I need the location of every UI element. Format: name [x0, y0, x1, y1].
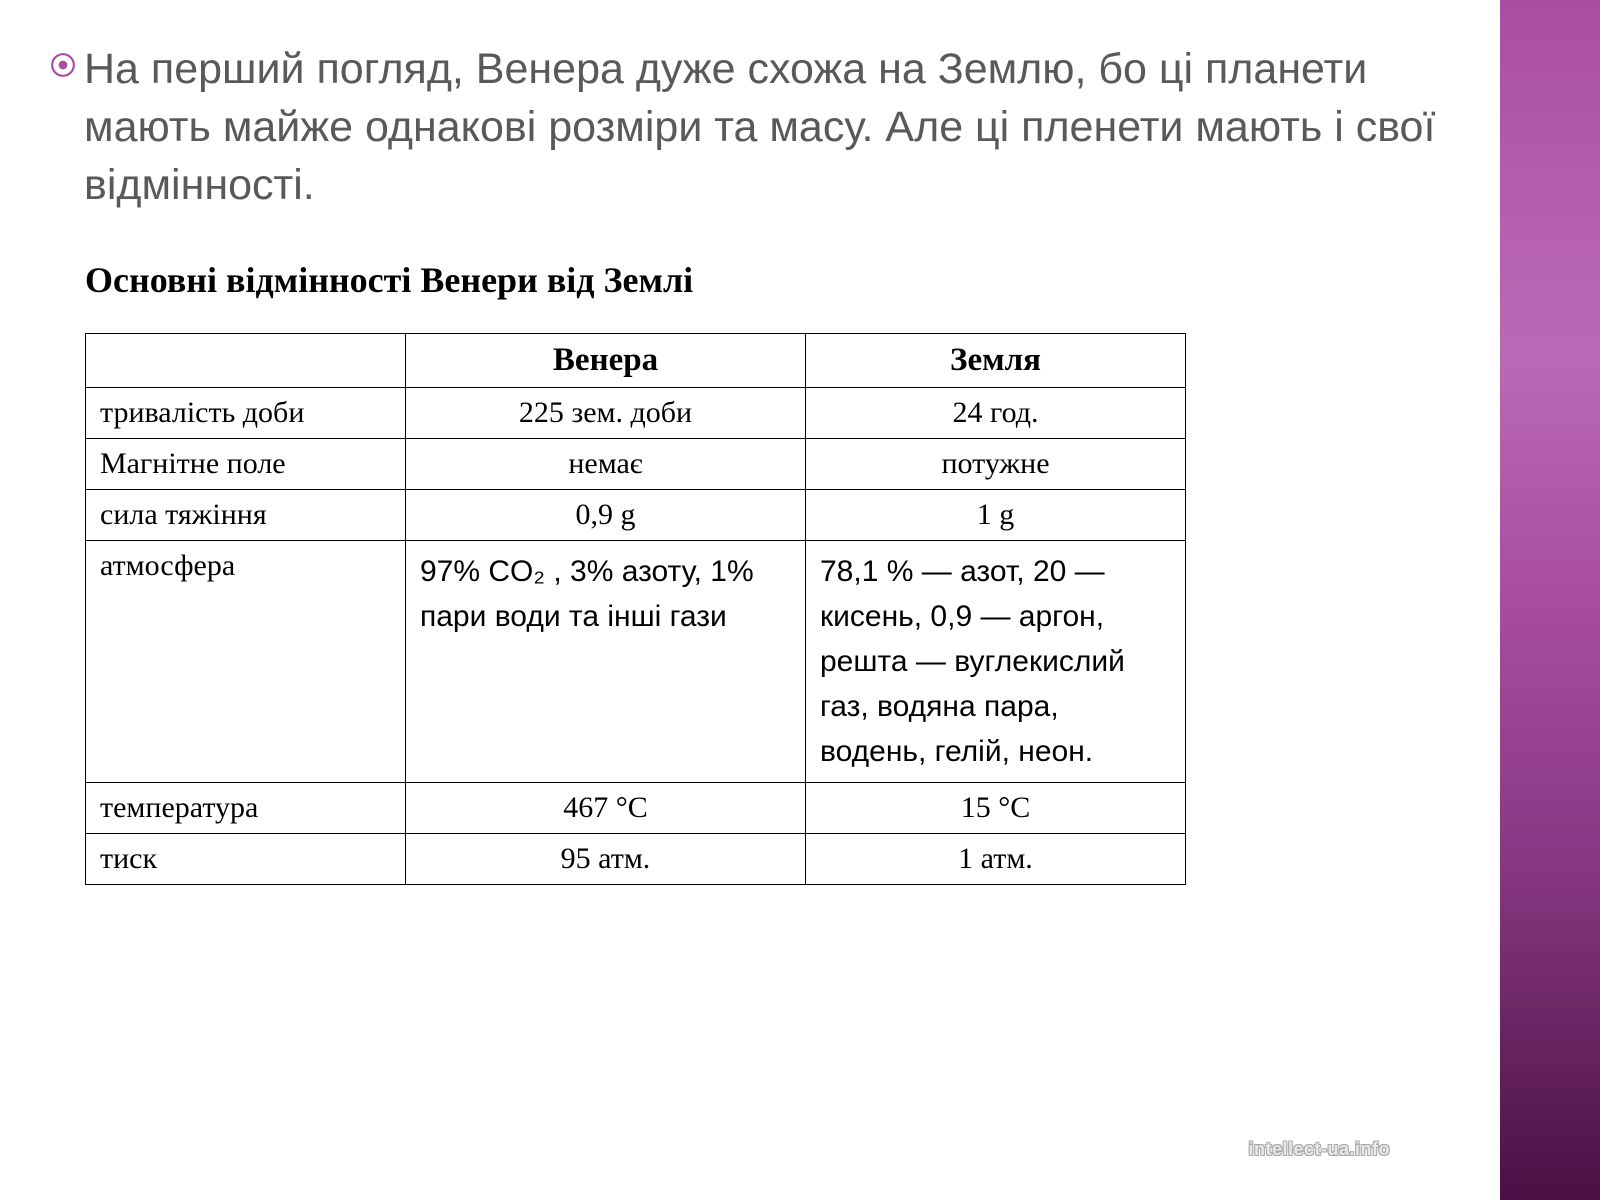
row-venus: немає: [406, 439, 806, 490]
watermark: intellect-ua.info: [1248, 1139, 1390, 1160]
row-label: тиск: [86, 834, 406, 885]
row-earth: 78,1 % — азот, 20 — кисень, 0,9 — аргон,…: [806, 541, 1186, 783]
row-earth: 24 год.: [806, 388, 1186, 439]
row-label: сила тяжіння: [86, 490, 406, 541]
col-header-venus: Венера: [406, 334, 806, 388]
bullet-block: На перший погляд, Венера дуже схожа на З…: [30, 40, 1470, 214]
row-label: атмосфера: [86, 541, 406, 783]
row-venus: 95 атм.: [406, 834, 806, 885]
comparison-table: Венера Земля тривалість доби 225 зем. до…: [85, 333, 1186, 885]
row-earth: 1 атм.: [806, 834, 1186, 885]
row-earth: потужне: [806, 439, 1186, 490]
row-earth: 15 °C: [806, 783, 1186, 834]
side-gradient-strip: [1500, 0, 1600, 1200]
table-body: тривалість доби 225 зем. доби 24 год. Ма…: [86, 388, 1186, 885]
table-row: тривалість доби 225 зем. доби 24 год.: [86, 388, 1186, 439]
table-title: Основні відмінності Венери від Землі: [30, 259, 1470, 301]
row-venus: 467 °C: [406, 783, 806, 834]
table-header-row: Венера Земля: [86, 334, 1186, 388]
table-row: Магнітне поле немає потужне: [86, 439, 1186, 490]
table-row: тиск 95 атм. 1 атм.: [86, 834, 1186, 885]
row-label: тривалість доби: [86, 388, 406, 439]
table-row: атмосфера 97% CO₂ , 3% азоту, 1% пари во…: [86, 541, 1186, 783]
bullet-text: На перший погляд, Венера дуже схожа на З…: [84, 40, 1470, 214]
row-venus: 0,9 g: [406, 490, 806, 541]
row-venus: 225 зем. доби: [406, 388, 806, 439]
table-row: сила тяжіння 0,9 g 1 g: [86, 490, 1186, 541]
col-header-empty: [86, 334, 406, 388]
row-earth: 1 g: [806, 490, 1186, 541]
row-label: температура: [86, 783, 406, 834]
table-row: температура 467 °C 15 °C: [86, 783, 1186, 834]
row-venus: 97% CO₂ , 3% азоту, 1% пари води та інші…: [406, 541, 806, 783]
slide-content: На перший погляд, Венера дуже схожа на З…: [0, 0, 1500, 1200]
col-header-earth: Земля: [806, 334, 1186, 388]
target-bullet-icon: [50, 52, 76, 78]
row-label: Магнітне поле: [86, 439, 406, 490]
